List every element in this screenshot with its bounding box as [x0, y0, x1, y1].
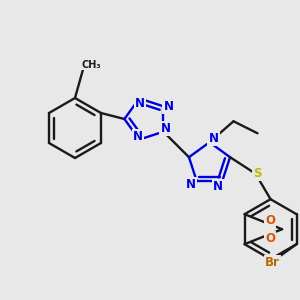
Text: Br: Br — [265, 256, 280, 269]
Text: N: N — [186, 178, 196, 191]
Text: N: N — [213, 180, 223, 193]
Text: O: O — [265, 214, 275, 227]
Text: CH₃: CH₃ — [81, 59, 101, 70]
Text: N: N — [164, 100, 173, 113]
Text: N: N — [160, 122, 170, 135]
Text: O: O — [265, 232, 275, 245]
Text: N: N — [135, 97, 145, 110]
Text: N: N — [133, 130, 143, 143]
Text: N: N — [208, 132, 218, 145]
Text: S: S — [253, 167, 262, 180]
